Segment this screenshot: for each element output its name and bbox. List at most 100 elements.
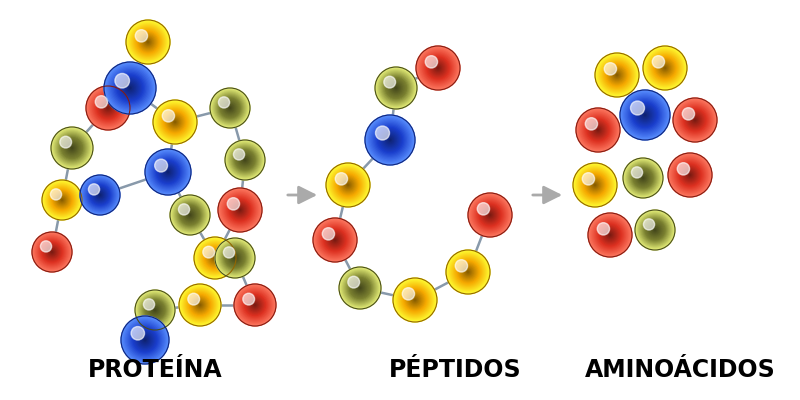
Circle shape	[323, 228, 347, 252]
Circle shape	[599, 57, 634, 93]
Circle shape	[227, 197, 253, 223]
Circle shape	[624, 159, 662, 197]
Circle shape	[486, 210, 494, 219]
Circle shape	[97, 192, 103, 198]
Circle shape	[428, 58, 448, 78]
Circle shape	[88, 183, 112, 207]
Circle shape	[154, 159, 167, 172]
Circle shape	[70, 146, 74, 150]
Circle shape	[597, 222, 623, 248]
Circle shape	[637, 212, 673, 248]
Circle shape	[106, 63, 154, 113]
Circle shape	[672, 157, 708, 192]
Circle shape	[694, 119, 696, 121]
Circle shape	[56, 194, 68, 206]
Circle shape	[604, 63, 617, 75]
Circle shape	[367, 118, 413, 162]
Circle shape	[681, 106, 710, 134]
Circle shape	[622, 92, 667, 138]
Circle shape	[136, 291, 174, 329]
Circle shape	[60, 136, 71, 148]
Circle shape	[327, 232, 342, 248]
Circle shape	[147, 41, 149, 43]
Circle shape	[34, 234, 70, 270]
Circle shape	[395, 87, 397, 89]
Circle shape	[608, 233, 612, 237]
Circle shape	[341, 269, 379, 307]
Circle shape	[139, 33, 157, 51]
Circle shape	[630, 100, 660, 130]
Circle shape	[158, 162, 178, 182]
Circle shape	[142, 36, 154, 48]
Circle shape	[217, 240, 253, 276]
Circle shape	[123, 318, 166, 362]
Circle shape	[239, 289, 270, 321]
Circle shape	[450, 254, 486, 290]
Circle shape	[392, 84, 400, 92]
Circle shape	[53, 191, 71, 209]
Circle shape	[223, 246, 247, 270]
Circle shape	[52, 128, 92, 168]
Circle shape	[358, 286, 362, 290]
Circle shape	[643, 218, 667, 242]
Circle shape	[231, 146, 259, 174]
Circle shape	[458, 262, 478, 282]
Circle shape	[631, 166, 655, 190]
Circle shape	[242, 291, 269, 319]
Circle shape	[181, 286, 219, 324]
Circle shape	[482, 207, 498, 223]
Circle shape	[215, 93, 245, 123]
Circle shape	[126, 84, 134, 92]
Circle shape	[448, 252, 488, 292]
Circle shape	[614, 72, 620, 78]
Circle shape	[647, 50, 682, 86]
Circle shape	[192, 297, 208, 314]
Circle shape	[333, 170, 363, 200]
Circle shape	[407, 292, 422, 308]
Circle shape	[231, 254, 239, 262]
Circle shape	[234, 149, 245, 160]
Circle shape	[594, 218, 626, 252]
Circle shape	[628, 163, 658, 193]
Circle shape	[227, 105, 233, 111]
Circle shape	[419, 49, 457, 87]
Circle shape	[590, 181, 599, 190]
Circle shape	[594, 220, 626, 250]
Circle shape	[639, 214, 671, 246]
Circle shape	[80, 175, 120, 215]
Circle shape	[216, 239, 254, 277]
Circle shape	[48, 248, 56, 256]
Circle shape	[58, 134, 86, 162]
Circle shape	[49, 249, 55, 255]
Circle shape	[404, 289, 426, 311]
Circle shape	[238, 153, 252, 167]
Circle shape	[130, 24, 166, 60]
Circle shape	[582, 115, 614, 146]
Circle shape	[182, 287, 218, 323]
Circle shape	[170, 118, 179, 126]
Circle shape	[465, 269, 471, 275]
Circle shape	[186, 211, 194, 219]
Circle shape	[611, 70, 622, 80]
Circle shape	[39, 239, 65, 265]
Circle shape	[130, 324, 161, 356]
Circle shape	[356, 284, 364, 292]
Circle shape	[606, 232, 614, 238]
Circle shape	[229, 199, 251, 221]
Circle shape	[459, 263, 477, 281]
Circle shape	[382, 131, 398, 149]
Circle shape	[607, 65, 627, 85]
Circle shape	[189, 294, 211, 316]
Circle shape	[222, 100, 238, 116]
Circle shape	[141, 296, 169, 324]
Circle shape	[109, 67, 151, 109]
Circle shape	[233, 256, 237, 260]
Circle shape	[661, 64, 670, 72]
Circle shape	[402, 288, 414, 300]
Circle shape	[330, 234, 341, 246]
Circle shape	[373, 122, 407, 158]
Circle shape	[626, 161, 660, 195]
Circle shape	[121, 79, 139, 97]
Circle shape	[126, 321, 164, 359]
Circle shape	[627, 162, 659, 194]
